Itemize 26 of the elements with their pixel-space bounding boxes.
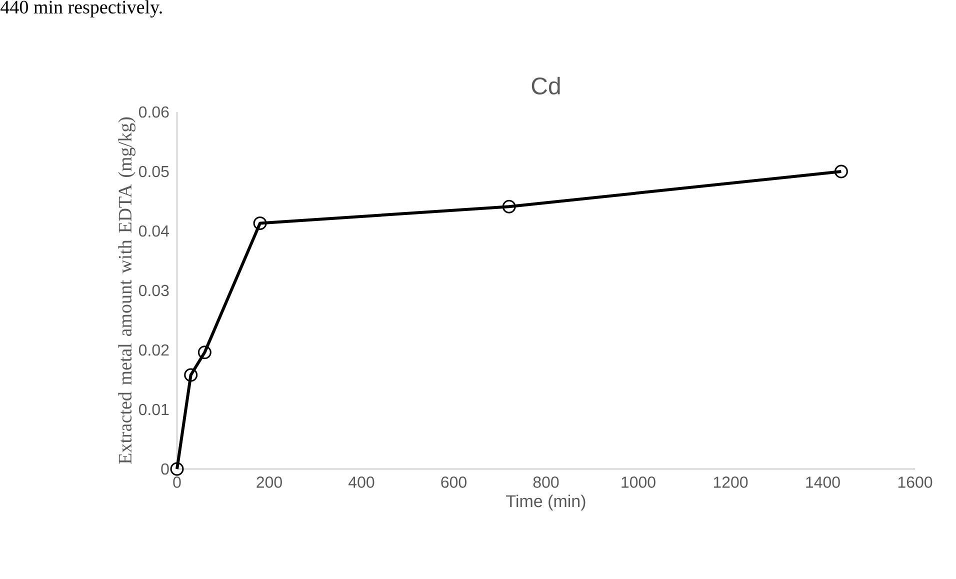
x-tick-label: 1400 — [806, 476, 840, 488]
y-tick-label: 0.01 — [138, 404, 169, 416]
x-tick-label: 600 — [441, 476, 466, 488]
point — [253, 216, 267, 230]
text: 440 min respectively. — [0, 0, 162, 18]
point — [834, 164, 848, 178]
y-tick-label: 0.04 — [138, 225, 169, 237]
x-axis-title: Time (min) — [506, 494, 586, 511]
x-tick-label: 0 — [173, 476, 181, 488]
y-tick-label: 0.02 — [138, 344, 169, 356]
point — [502, 200, 516, 214]
x-tick-label: 200 — [256, 476, 282, 488]
y-tick-label: 0 — [161, 463, 169, 475]
y-axis-title: Extracted metal amount with EDTA (mg/kg) — [118, 117, 136, 464]
x-tick-label: 1600 — [898, 476, 932, 488]
x-tick-label: 800 — [533, 476, 559, 488]
x-tick-label: 400 — [348, 476, 374, 488]
point — [184, 368, 198, 382]
x-tick-label: 1200 — [714, 476, 748, 488]
y-tick-label: 0.03 — [138, 284, 169, 296]
y-tick-label: 0.05 — [138, 166, 169, 178]
point — [198, 346, 212, 360]
y-tick-label: 0.06 — [138, 106, 169, 118]
x-tick-label: 1000 — [622, 476, 656, 488]
chart-title: Cd — [532, 76, 560, 94]
point — [170, 462, 184, 476]
